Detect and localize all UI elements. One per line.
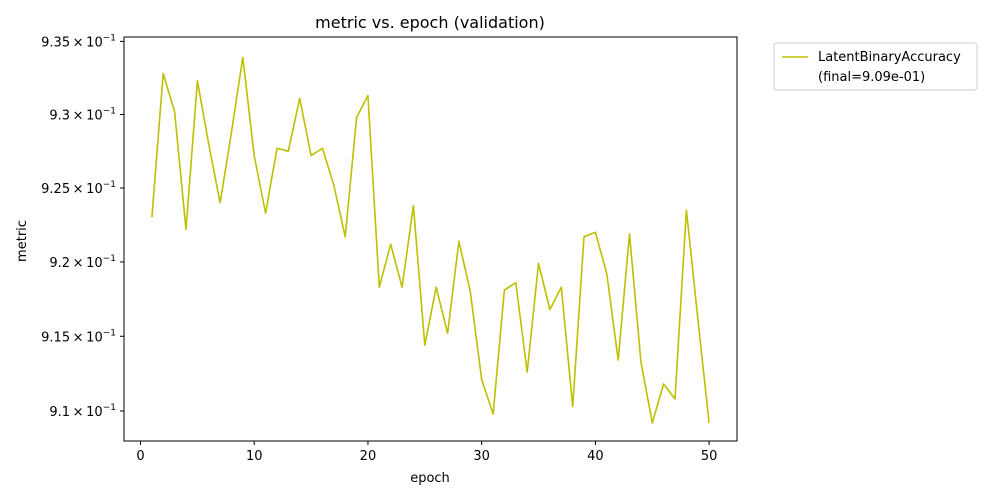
x-tick-label: 40 — [587, 449, 604, 464]
data-point — [231, 131, 233, 133]
data-point — [299, 97, 301, 99]
series-line-latentbinaryaccuracy — [151, 56, 710, 424]
data-point — [651, 422, 653, 424]
data-point — [685, 209, 687, 211]
data-point — [492, 413, 494, 415]
data-point — [663, 383, 665, 385]
y-tick-label: 9.35 × 10−1 — [41, 33, 116, 50]
legend-label: LatentBinaryAccuracy — [818, 50, 961, 65]
data-point — [265, 212, 267, 214]
data-point — [344, 236, 346, 238]
data-point — [196, 80, 198, 82]
data-point — [515, 282, 517, 284]
chart-title: metric vs. epoch (validation) — [315, 13, 545, 32]
data-point — [526, 371, 528, 373]
x-tick-label: 50 — [701, 449, 718, 464]
data-point — [606, 273, 608, 275]
data-point — [560, 286, 562, 288]
data-point — [378, 286, 380, 288]
data-point — [640, 361, 642, 363]
data-point — [481, 379, 483, 381]
data-point — [674, 398, 676, 400]
data-point — [185, 228, 187, 230]
data-point — [435, 286, 437, 288]
data-point — [424, 344, 426, 346]
data-point — [708, 422, 710, 424]
data-point — [242, 56, 244, 58]
data-point — [629, 233, 631, 235]
data-point — [333, 184, 335, 186]
data-point — [367, 95, 369, 97]
legend-box — [773, 42, 978, 91]
data-point — [401, 286, 403, 288]
legend-sublabel: (final=9.09e-01) — [818, 70, 925, 85]
y-tick-label: 9.3 × 10−1 — [49, 107, 116, 124]
data-point — [174, 111, 176, 113]
data-point — [151, 217, 153, 219]
data-point — [322, 147, 324, 149]
data-point — [697, 317, 699, 319]
data-point — [253, 155, 255, 157]
data-point — [310, 155, 312, 157]
data-point — [617, 359, 619, 361]
y-tick-label: 9.1 × 10−1 — [49, 403, 116, 420]
data-point — [583, 236, 585, 238]
y-axis-label: metric — [15, 220, 30, 262]
x-axis-label: epoch — [410, 471, 450, 486]
data-point — [208, 143, 210, 145]
x-tick-label: 10 — [246, 449, 263, 464]
data-point — [219, 202, 221, 204]
x-tick-label: 0 — [136, 449, 144, 464]
y-tick-label: 9.2 × 10−1 — [49, 254, 116, 271]
data-point — [549, 309, 551, 311]
x-tick-label: 20 — [360, 449, 377, 464]
data-point — [469, 291, 471, 293]
data-point — [162, 73, 164, 75]
data-point — [458, 240, 460, 242]
data-point — [447, 332, 449, 334]
y-tick-label: 9.25 × 10−1 — [41, 180, 116, 197]
data-point — [412, 205, 414, 207]
y-axis: 9.1 × 10−1 9.15 × 10−1 9.2 × 10−1 9.25 × 10… — [41, 33, 124, 420]
data-point — [594, 231, 596, 233]
x-axis: 0 10 20 30 40 50 — [136, 441, 717, 464]
data-point — [287, 150, 289, 152]
data-point — [390, 243, 392, 245]
data-point — [356, 116, 358, 118]
legend: LatentBinaryAccuracy (final=9.09e-01) — [773, 42, 978, 91]
data-point — [276, 147, 278, 149]
data-point — [538, 262, 540, 264]
y-tick-label: 9.15 × 10−1 — [41, 328, 116, 345]
data-point — [503, 289, 505, 291]
data-point — [572, 406, 574, 408]
x-tick-label: 30 — [473, 449, 490, 464]
plot-frame — [123, 36, 738, 442]
